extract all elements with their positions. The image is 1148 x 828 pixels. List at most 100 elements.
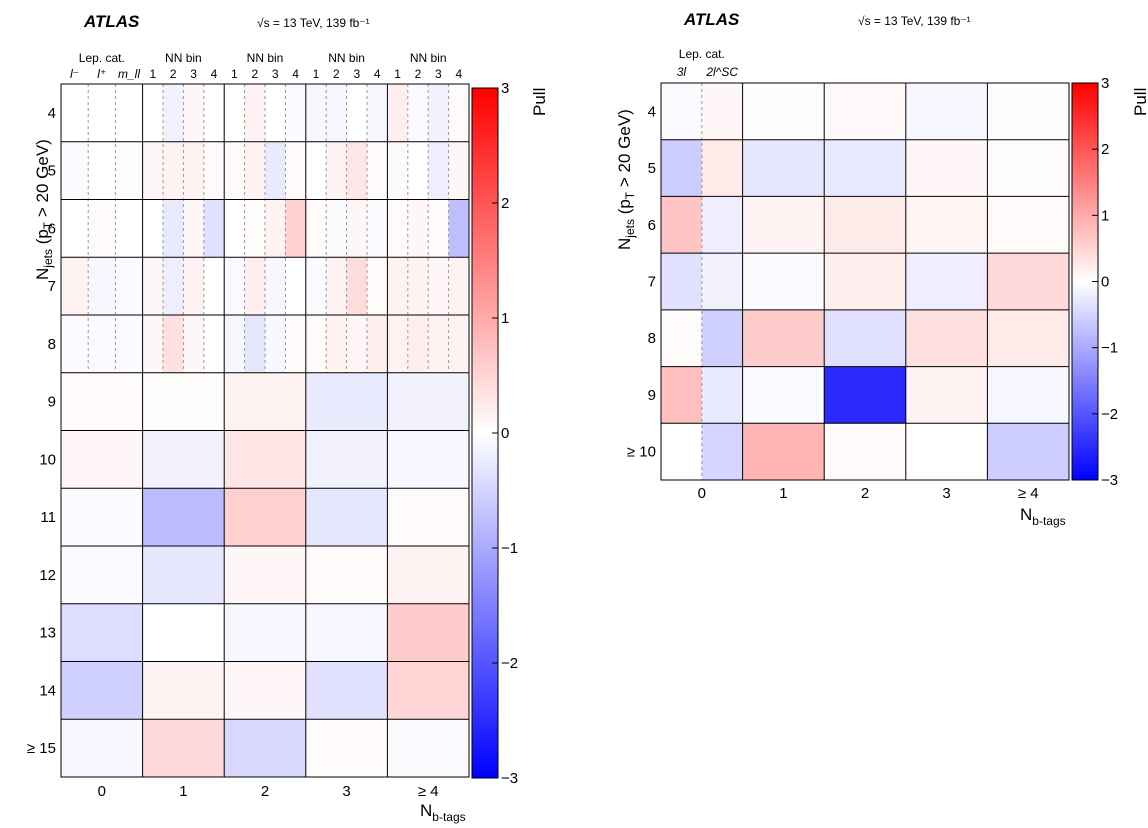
heatmap-cell xyxy=(407,257,429,315)
heatmap-cell xyxy=(305,661,388,720)
heatmap-cell xyxy=(448,84,469,142)
colorbar-tick-label: −1 xyxy=(1101,340,1118,357)
heatmap-cell xyxy=(203,84,225,142)
colorbar-tick-label: 1 xyxy=(1101,207,1109,224)
heatmap-cell xyxy=(285,257,306,315)
nn-bin-label: NN bin xyxy=(247,51,284,65)
heatmap-cell xyxy=(367,141,388,200)
heatmap-cell xyxy=(367,199,388,258)
heatmap-cell xyxy=(742,366,825,424)
heatmap-cell xyxy=(61,719,143,777)
heatmap-cell xyxy=(428,141,449,200)
heatmap-cell xyxy=(407,199,429,258)
heatmap-cell xyxy=(115,84,143,142)
heatmap-cell xyxy=(61,257,89,315)
heatmap-cell xyxy=(142,719,225,777)
left-heatmap-grid xyxy=(60,83,470,778)
heatmap-cell xyxy=(661,139,702,197)
nn-bin-label: NN bin xyxy=(410,51,447,65)
heatmap-cell xyxy=(346,257,367,315)
heatmap-cell xyxy=(824,253,906,310)
heatmap-cell xyxy=(742,83,825,140)
x-tick-label: 1 xyxy=(179,783,187,800)
colorbar-tick-label: 0 xyxy=(501,425,509,442)
heatmap-cell xyxy=(61,546,143,604)
heatmap-cell xyxy=(387,257,408,315)
energy-label-right: √s = 13 TeV, 139 fb⁻¹ xyxy=(858,14,971,28)
x-tick-label: 1 xyxy=(779,485,787,502)
left-colorbar-label: Pull xyxy=(530,88,549,116)
colorbar-tick-label: 3 xyxy=(1101,75,1109,92)
heatmap-cell xyxy=(987,253,1069,310)
heatmap-cell xyxy=(115,141,143,200)
left-heatmap-panel: ATLAS √s = 13 TeV, 139 fb⁻¹ Lep. cat.l⁻ l… xyxy=(27,12,549,824)
heatmap-cell xyxy=(346,141,367,200)
heatmap-cell xyxy=(163,199,184,258)
heatmap-cell xyxy=(244,199,265,258)
heatmap-cell xyxy=(742,309,825,367)
heatmap-cell xyxy=(88,257,116,315)
heatmap-cell xyxy=(224,488,306,546)
lep-cat-sub-label: l⁻ xyxy=(70,67,79,81)
y-tick-label: 9 xyxy=(48,394,56,411)
x-tick-label: 0 xyxy=(698,485,706,502)
heatmap-cell xyxy=(224,315,245,373)
x-tick-label: ≥ 4 xyxy=(418,783,439,800)
right-axis-ticks: 4 5 6 7 8 9 ≥ 10 0 1 2 3 ≥ 4 xyxy=(627,103,1039,502)
heatmap-cell xyxy=(824,309,906,367)
y-tick-label: 6 xyxy=(648,217,656,234)
heatmap-cell xyxy=(407,141,429,200)
heatmap-cell xyxy=(305,430,388,489)
y-tick-label: 9 xyxy=(648,387,656,404)
heatmap-cell xyxy=(448,141,469,200)
heatmap-cell xyxy=(183,199,204,258)
nn-bin-sub-label: 4 xyxy=(211,67,218,81)
heatmap-cell xyxy=(285,84,306,142)
heatmap-cell xyxy=(203,141,225,200)
heatmap-cell xyxy=(387,141,408,200)
heatmap-cell xyxy=(987,196,1069,254)
heatmap-cell xyxy=(305,719,388,777)
heatmap-cell xyxy=(305,84,327,142)
heatmap-cell xyxy=(163,257,184,315)
nn-bin-sub-label: 1 xyxy=(313,67,320,81)
heatmap-cell xyxy=(244,84,265,142)
heatmap-cell xyxy=(183,84,204,142)
heatmap-cell xyxy=(661,253,702,310)
nn-bin-sub-label: 1 xyxy=(231,67,238,81)
heatmap-cell xyxy=(701,309,743,367)
y-tick-label: 11 xyxy=(40,509,56,526)
heatmap-cell xyxy=(346,84,367,142)
heatmap-cell xyxy=(387,430,469,489)
right-heatmap-cells xyxy=(661,83,1069,480)
y-tick-label: 7 xyxy=(48,278,56,295)
heatmap-cell xyxy=(61,141,89,200)
heatmap-cell xyxy=(661,423,702,480)
heatmap-cell xyxy=(742,253,825,310)
heatmap-cell xyxy=(824,423,906,480)
plot-frame xyxy=(60,83,470,778)
right-inset-header: Lep. cat. 3l 2l^SC xyxy=(677,47,739,79)
heatmap-cell xyxy=(387,661,469,720)
heatmap-cell xyxy=(701,196,743,254)
x-tick-label: 0 xyxy=(98,783,106,800)
heatmap-cell xyxy=(448,315,469,373)
heatmap-cell xyxy=(742,423,825,480)
nn-bin-label: NN bin xyxy=(165,51,202,65)
colorbar-tick-label: 0 xyxy=(1101,274,1109,291)
heatmap-cell xyxy=(305,257,327,315)
heatmap-cell xyxy=(305,603,388,662)
heatmap-cell xyxy=(701,253,743,310)
left-colorbar: 3 2 1 0 −1 −2 −3 xyxy=(471,80,518,787)
heatmap-cell xyxy=(448,199,469,258)
heatmap-cell xyxy=(905,83,988,140)
colorbar-tick-label: −2 xyxy=(1101,406,1118,423)
plot-frame xyxy=(660,82,1070,481)
heatmap-cell xyxy=(88,84,116,142)
y-tick-label: ≥ 15 xyxy=(27,740,56,757)
heatmap-cell xyxy=(326,315,347,373)
heatmap-cell xyxy=(448,257,469,315)
heatmap-cell xyxy=(224,661,306,720)
y-tick-label: 6 xyxy=(48,220,56,237)
right-heatmap-panel: ATLAS √s = 13 TeV, 139 fb⁻¹ Lep. cat. 3l 2… xyxy=(615,10,1148,528)
